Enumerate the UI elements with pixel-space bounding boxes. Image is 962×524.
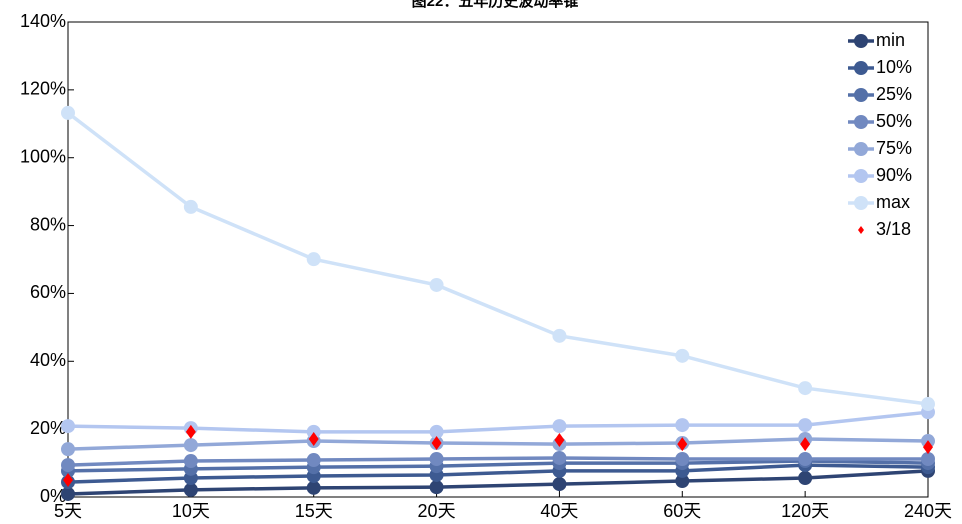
point xyxy=(306,453,321,468)
legend-marker xyxy=(854,169,868,183)
point xyxy=(675,474,690,489)
legend-marker xyxy=(854,88,868,102)
point xyxy=(185,424,196,439)
point xyxy=(306,424,321,439)
point xyxy=(183,454,198,469)
point xyxy=(923,440,933,455)
x-tick-label: 120天 xyxy=(781,501,829,521)
y-tick-label: 80% xyxy=(30,214,66,234)
x-tick-label: 40天 xyxy=(540,501,578,521)
point xyxy=(429,452,444,466)
point xyxy=(921,397,935,412)
y-tick-label: 100% xyxy=(20,146,66,166)
y-tick-label: 20% xyxy=(30,418,66,438)
legend-marker xyxy=(854,196,868,210)
x-tick-label: 5天 xyxy=(54,501,82,521)
legend-label: 10% xyxy=(876,57,912,77)
point xyxy=(61,458,75,473)
legend-marker xyxy=(858,226,864,234)
point xyxy=(61,419,75,434)
point xyxy=(61,486,75,501)
y-tick-label: 140% xyxy=(20,11,66,31)
point xyxy=(431,436,442,451)
point xyxy=(798,452,813,466)
plot-frame xyxy=(67,21,929,498)
point xyxy=(61,442,75,457)
legend-marker xyxy=(854,115,868,129)
point xyxy=(429,424,444,439)
chart-title: 图22：五年历史波动率锥 xyxy=(412,0,579,10)
point xyxy=(61,105,75,120)
point xyxy=(63,473,73,488)
point xyxy=(306,252,321,267)
point xyxy=(798,381,813,396)
y-tick-label: 60% xyxy=(30,282,66,302)
point xyxy=(552,450,567,465)
point xyxy=(552,328,567,343)
legend-label: 25% xyxy=(876,84,912,104)
point xyxy=(429,480,444,495)
series-line xyxy=(67,459,929,473)
series-line xyxy=(67,463,929,484)
series-line xyxy=(67,456,928,467)
point xyxy=(308,431,319,446)
series-line xyxy=(67,437,929,451)
legend-marker xyxy=(854,34,868,48)
point xyxy=(306,480,321,495)
point xyxy=(183,199,198,214)
legend-marker xyxy=(854,142,868,156)
point xyxy=(675,348,690,363)
point xyxy=(552,419,567,434)
series-line xyxy=(67,469,929,496)
legend-label: 50% xyxy=(876,111,912,131)
point xyxy=(183,438,198,453)
point xyxy=(554,433,565,447)
y-tick-label: 120% xyxy=(20,79,66,99)
point xyxy=(429,277,444,292)
series-line xyxy=(66,111,929,406)
y-tick-label: 0% xyxy=(40,486,66,506)
legend-label: 75% xyxy=(876,138,912,158)
y-tick-label: 40% xyxy=(30,350,66,370)
x-tick-label: 60天 xyxy=(663,501,701,521)
point xyxy=(552,477,567,492)
legend-label: max xyxy=(876,192,910,212)
point xyxy=(798,471,813,485)
point xyxy=(183,482,198,497)
legend-marker xyxy=(854,61,868,75)
x-tick-label: 20天 xyxy=(418,501,456,521)
legend-label: 3/18 xyxy=(876,219,911,239)
point xyxy=(921,452,935,466)
point xyxy=(798,418,813,433)
series-line xyxy=(67,410,929,434)
point xyxy=(677,437,688,452)
point xyxy=(675,452,690,466)
x-tick-label: 10天 xyxy=(172,501,210,521)
legend-label: 90% xyxy=(876,165,912,185)
x-tick-label: 240天 xyxy=(904,501,952,521)
x-tick-label: 15天 xyxy=(295,501,333,521)
legend-label: min xyxy=(876,30,905,50)
point xyxy=(675,418,690,433)
point xyxy=(800,437,811,452)
